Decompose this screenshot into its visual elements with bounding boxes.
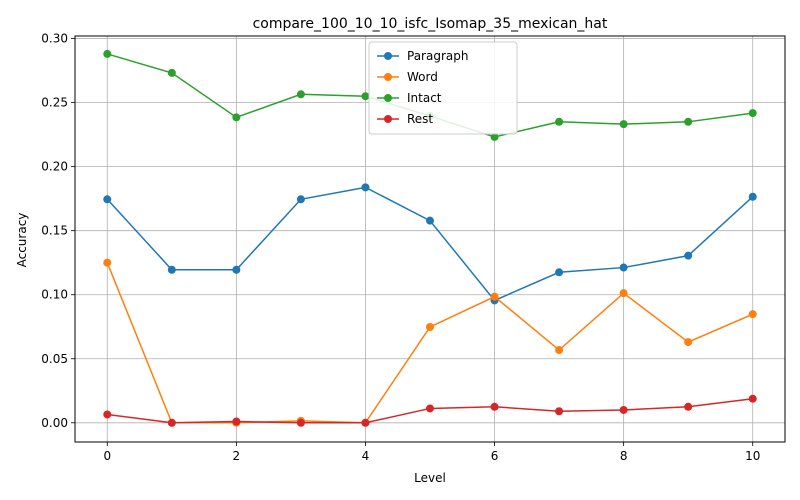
data-point-rest bbox=[426, 404, 434, 413]
data-point-rest bbox=[748, 394, 757, 403]
data-point-rest bbox=[103, 410, 112, 419]
y-axis-ticks: 0.00 0.05 0.10 0.15 0.20 0.25 0.30 bbox=[41, 32, 75, 430]
x-tick-label: 10 bbox=[745, 449, 760, 463]
data-point-intact bbox=[167, 68, 176, 77]
data-point-intact bbox=[296, 90, 305, 99]
y-tick-label: 0.25 bbox=[41, 96, 68, 110]
legend-item-intact: Intact bbox=[377, 91, 442, 105]
legend-item-word: Word bbox=[377, 70, 438, 84]
data-point-rest bbox=[361, 418, 370, 427]
data-point-intact bbox=[232, 113, 241, 122]
data-point-word bbox=[555, 346, 564, 355]
data-point-word bbox=[748, 310, 757, 319]
data-point-paragraph bbox=[296, 195, 305, 204]
y-tick-label: 0.30 bbox=[41, 32, 68, 46]
legend-marker-paragraph bbox=[384, 52, 392, 60]
legend-item-rest: Rest bbox=[377, 112, 433, 126]
y-tick-label: 0.20 bbox=[41, 160, 68, 174]
legend: Paragraph Word Intact Rest bbox=[368, 41, 518, 135]
data-point-word bbox=[103, 258, 112, 267]
data-point-paragraph bbox=[748, 192, 757, 201]
y-tick-label: 0.10 bbox=[41, 288, 68, 302]
x-axis-ticks: 0 2 4 6 8 10 bbox=[103, 442, 760, 463]
legend-label-paragraph: Paragraph bbox=[407, 49, 468, 63]
x-tick-label: 4 bbox=[362, 449, 370, 463]
data-point-word bbox=[490, 292, 499, 301]
series-line-word bbox=[106, 262, 754, 424]
y-axis-label: Accuracy bbox=[15, 213, 29, 268]
data-point-intact bbox=[103, 49, 112, 58]
x-tick-label: 2 bbox=[233, 449, 241, 463]
data-point-paragraph bbox=[361, 183, 370, 192]
data-point-rest bbox=[490, 402, 499, 411]
data-point-paragraph bbox=[684, 251, 693, 260]
legend-label-intact: Intact bbox=[407, 91, 442, 105]
y-tick-label: 0.05 bbox=[41, 352, 68, 366]
series-paragraph bbox=[103, 183, 757, 305]
data-point-intact bbox=[361, 92, 370, 101]
data-point-rest bbox=[167, 418, 176, 427]
legend-marker-rest bbox=[384, 115, 392, 123]
data-point-rest bbox=[684, 402, 693, 411]
series-word bbox=[103, 258, 757, 427]
x-tick-label: 8 bbox=[620, 449, 628, 463]
data-point-rest bbox=[619, 405, 628, 414]
chart-title: compare_100_10_10_isfc_Isomap_35_mexican… bbox=[253, 16, 608, 32]
data-point-word bbox=[619, 289, 628, 298]
data-point-intact bbox=[748, 109, 757, 118]
legend-marker-intact bbox=[384, 94, 392, 102]
data-point-paragraph bbox=[555, 268, 564, 277]
x-axis-label: Level bbox=[414, 471, 446, 485]
data-point-intact bbox=[555, 117, 564, 126]
data-point-paragraph bbox=[426, 216, 434, 225]
data-point-word bbox=[426, 322, 434, 331]
x-tick-label: 6 bbox=[491, 449, 499, 463]
data-point-paragraph bbox=[167, 265, 176, 274]
data-point-paragraph bbox=[103, 195, 112, 204]
legend-label-rest: Rest bbox=[407, 112, 433, 126]
data-point-word bbox=[684, 338, 693, 347]
data-point-rest bbox=[296, 418, 305, 427]
data-point-intact bbox=[490, 132, 499, 141]
series-line-paragraph bbox=[106, 186, 754, 302]
legend-item-paragraph: Paragraph bbox=[377, 49, 468, 63]
data-point-paragraph bbox=[619, 263, 628, 272]
y-tick-label: 0.00 bbox=[41, 416, 68, 430]
legend-marker-word bbox=[384, 73, 392, 81]
data-point-intact bbox=[684, 117, 693, 126]
plot-frame bbox=[74, 35, 786, 443]
series-rest bbox=[103, 394, 757, 427]
data-point-paragraph bbox=[232, 265, 241, 274]
y-tick-label: 0.15 bbox=[41, 224, 68, 238]
data-point-rest bbox=[232, 417, 241, 426]
data-point-intact bbox=[619, 120, 628, 129]
grid-lines bbox=[75, 36, 785, 442]
legend-label-word: Word bbox=[407, 70, 438, 84]
legend-box bbox=[368, 41, 518, 135]
data-point-rest bbox=[555, 407, 564, 416]
x-tick-label: 0 bbox=[103, 449, 111, 463]
